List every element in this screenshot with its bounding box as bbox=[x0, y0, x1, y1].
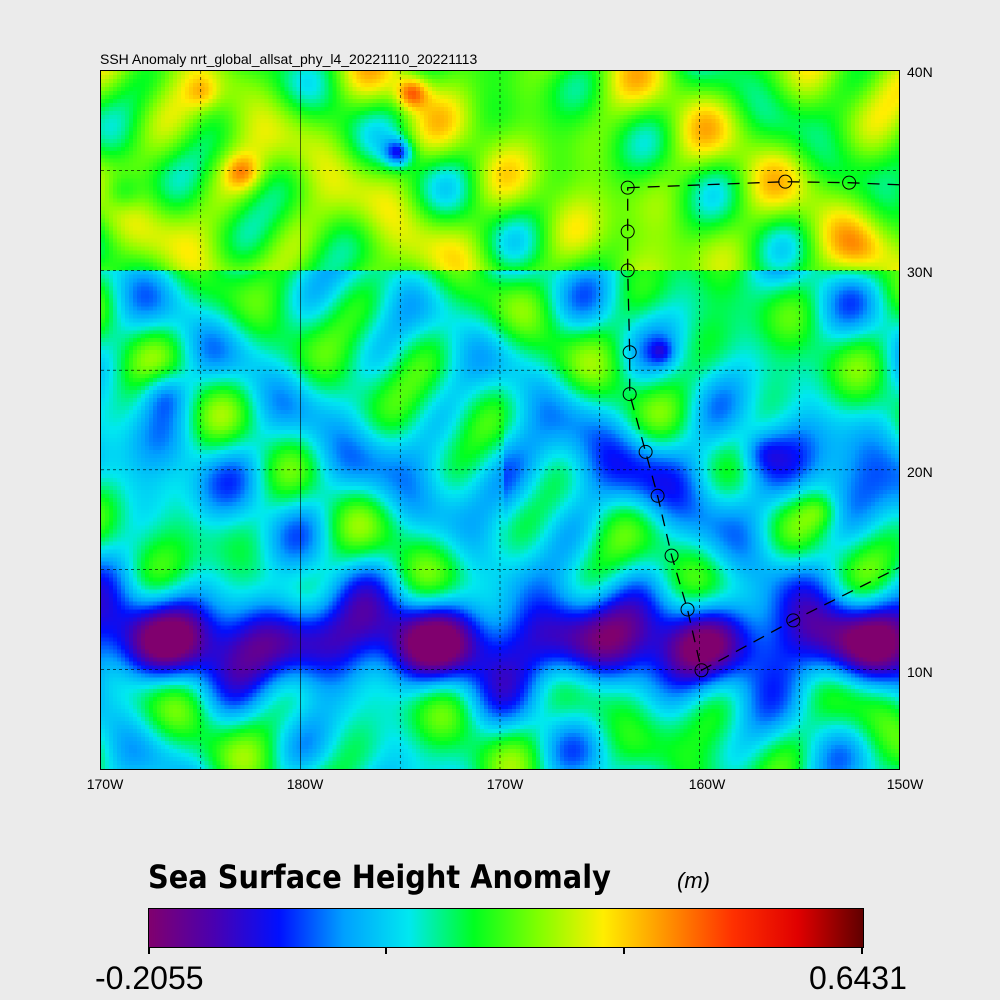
track-markers bbox=[620, 174, 857, 678]
lat-label: 30N bbox=[907, 264, 933, 280]
track-point-marker bbox=[620, 263, 635, 278]
colorbar-tick bbox=[623, 948, 625, 954]
track-point-marker bbox=[620, 224, 635, 239]
graticule bbox=[101, 71, 899, 769]
lon-label: 180W bbox=[286, 776, 324, 792]
colorbar-title: Sea Surface Height Anomaly bbox=[148, 858, 611, 896]
colorbar-max-label: 0.6431 bbox=[809, 960, 907, 996]
lon-label: 170W bbox=[486, 776, 524, 792]
track-point-marker bbox=[694, 663, 709, 678]
lat-label: 10N bbox=[907, 664, 933, 680]
lon-label: 170W bbox=[86, 776, 124, 792]
colorbar-tick bbox=[148, 948, 150, 954]
track-point-marker bbox=[638, 444, 653, 459]
colorbar-tick bbox=[385, 948, 387, 954]
colorbar-unit: (m) bbox=[677, 868, 710, 893]
map-overlay bbox=[101, 71, 899, 769]
track-point-marker bbox=[842, 175, 857, 190]
colorbar bbox=[148, 908, 864, 948]
track-point-marker bbox=[622, 387, 637, 402]
colorbar-tick bbox=[861, 948, 863, 954]
track-point-marker bbox=[778, 174, 793, 189]
track-line bbox=[627, 181, 899, 672]
ssh-map bbox=[100, 70, 900, 770]
track-point-marker bbox=[786, 613, 801, 628]
track-point-marker bbox=[650, 488, 665, 503]
lat-label: 20N bbox=[907, 464, 933, 480]
track-point-marker bbox=[620, 180, 635, 195]
colorbar-min-label: -0.2055 bbox=[95, 960, 204, 996]
map-title: SSH Anomaly nrt_global_allsat_phy_l4_202… bbox=[100, 51, 478, 67]
lat-label: 40N bbox=[907, 64, 933, 80]
track-point-marker bbox=[664, 548, 679, 563]
lon-label: 150W bbox=[886, 776, 924, 792]
track-point-marker bbox=[622, 345, 637, 360]
lon-label: 160W bbox=[688, 776, 726, 792]
track-point-marker bbox=[680, 602, 695, 617]
